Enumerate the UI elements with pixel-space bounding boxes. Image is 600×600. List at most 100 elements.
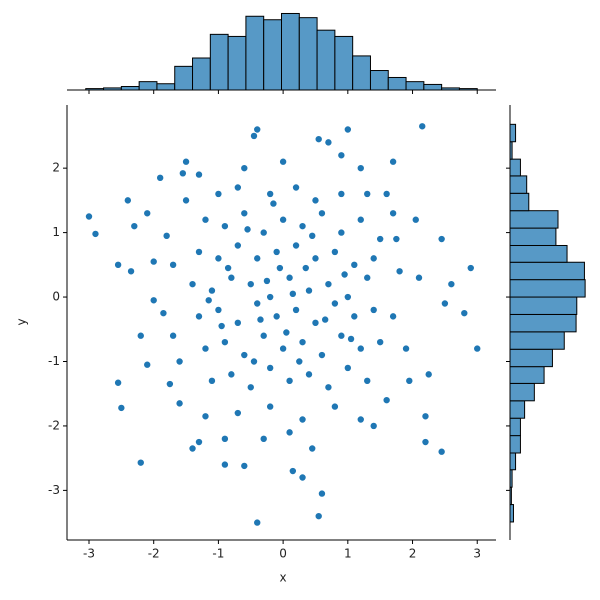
scatter-point xyxy=(266,189,275,198)
scatter-point xyxy=(330,402,339,411)
y-tick-label: 2 xyxy=(52,161,60,175)
scatter-point xyxy=(460,309,469,318)
scatter-point xyxy=(440,299,449,308)
histogram-bar xyxy=(509,504,514,523)
scatter-point xyxy=(259,228,268,237)
scatter-point xyxy=(356,344,365,353)
histogram-bar xyxy=(509,158,521,177)
scatter-point xyxy=(201,412,210,421)
histogram-bar xyxy=(509,279,586,298)
scatter-point xyxy=(175,357,184,366)
scatter-point xyxy=(117,403,126,412)
scatter-point xyxy=(295,357,304,366)
scatter-point xyxy=(259,434,268,443)
scatter-point xyxy=(350,312,359,321)
scatter-point xyxy=(249,131,258,140)
histogram-bar xyxy=(509,123,517,143)
scatter-point xyxy=(227,370,236,379)
histogram-bar xyxy=(316,29,336,91)
scatter-point xyxy=(169,331,178,340)
scatter-point xyxy=(253,254,262,263)
scatter-point xyxy=(369,421,378,430)
histogram-bar xyxy=(509,486,512,506)
scatter-point xyxy=(123,196,132,205)
y-axis-label: y xyxy=(15,318,29,325)
scatter-point xyxy=(363,273,372,282)
scatter-point xyxy=(376,235,385,244)
scatter-point xyxy=(356,415,365,424)
scatter-point xyxy=(285,273,294,282)
scatter-point xyxy=(356,215,365,224)
scatter-point xyxy=(249,357,258,366)
histogram-bar xyxy=(174,65,194,91)
scatter-point xyxy=(363,189,372,198)
scatter-point xyxy=(253,125,262,134)
scatter-point xyxy=(340,270,349,279)
scatter-point xyxy=(424,370,433,379)
scatter-point xyxy=(240,164,249,173)
histogram-bar xyxy=(227,35,247,91)
scatter-point xyxy=(389,209,398,218)
scatter-point xyxy=(285,376,294,385)
histogram-bar xyxy=(509,400,526,419)
scatter-point xyxy=(246,383,255,392)
x-tick-label: 2 xyxy=(409,547,417,561)
scatter-point xyxy=(275,264,284,273)
scatter-point xyxy=(382,396,391,405)
histogram-bar xyxy=(509,261,585,281)
scatter-point xyxy=(337,228,346,237)
histogram-bar xyxy=(509,435,521,454)
scatter-point xyxy=(324,280,333,289)
histogram-bar xyxy=(509,227,557,246)
scatter-point xyxy=(143,360,152,369)
scatter-point xyxy=(285,428,294,437)
histogram-bar xyxy=(509,296,578,315)
scatter-point xyxy=(298,222,307,231)
x-tick-label: 3 xyxy=(473,547,481,561)
scatter-point xyxy=(330,299,339,308)
histogram-bar xyxy=(509,382,535,402)
scatter-point xyxy=(220,338,229,347)
scatter-point xyxy=(130,222,139,231)
scatter-point xyxy=(392,235,401,244)
scatter-point xyxy=(207,286,216,295)
scatter-point xyxy=(418,122,427,131)
scatter-point xyxy=(311,254,320,263)
y-tick-label: -3 xyxy=(48,483,60,497)
histogram-bar xyxy=(85,88,105,91)
scatter-point xyxy=(253,299,262,308)
histogram-bar xyxy=(441,87,460,91)
scatter-point xyxy=(292,241,301,250)
x-axis-label: x xyxy=(279,571,286,585)
scatter-point xyxy=(114,378,123,387)
scatter-point xyxy=(136,331,145,340)
histogram-bar xyxy=(509,192,530,212)
y-tick-label: 0 xyxy=(52,290,60,304)
scatter-point xyxy=(227,273,236,282)
histogram-bar xyxy=(298,17,318,91)
scatter-point xyxy=(314,512,323,521)
scatter-point xyxy=(382,189,391,198)
scatter-point xyxy=(201,344,210,353)
scatter-point xyxy=(246,280,255,289)
scatter-point xyxy=(188,444,197,453)
scatter-point xyxy=(414,273,423,282)
scatter-point xyxy=(91,229,100,238)
scatter-point xyxy=(402,344,411,353)
histogram-bar xyxy=(509,366,545,384)
scatter-point xyxy=(240,209,249,218)
scatter-point xyxy=(279,215,288,224)
scatter-point xyxy=(194,247,203,256)
scatter-point xyxy=(298,338,307,347)
scatter-point xyxy=(421,438,430,447)
scatter-point xyxy=(317,489,326,498)
histogram-bar xyxy=(509,244,568,263)
scatter-point xyxy=(437,447,446,456)
scatter-point xyxy=(369,305,378,314)
scatter-point xyxy=(194,312,203,321)
scatter-point xyxy=(411,215,420,224)
scatter-point xyxy=(308,444,317,453)
scatter-point xyxy=(262,276,271,285)
scatter-point xyxy=(156,173,165,182)
histogram-bar xyxy=(263,19,282,91)
